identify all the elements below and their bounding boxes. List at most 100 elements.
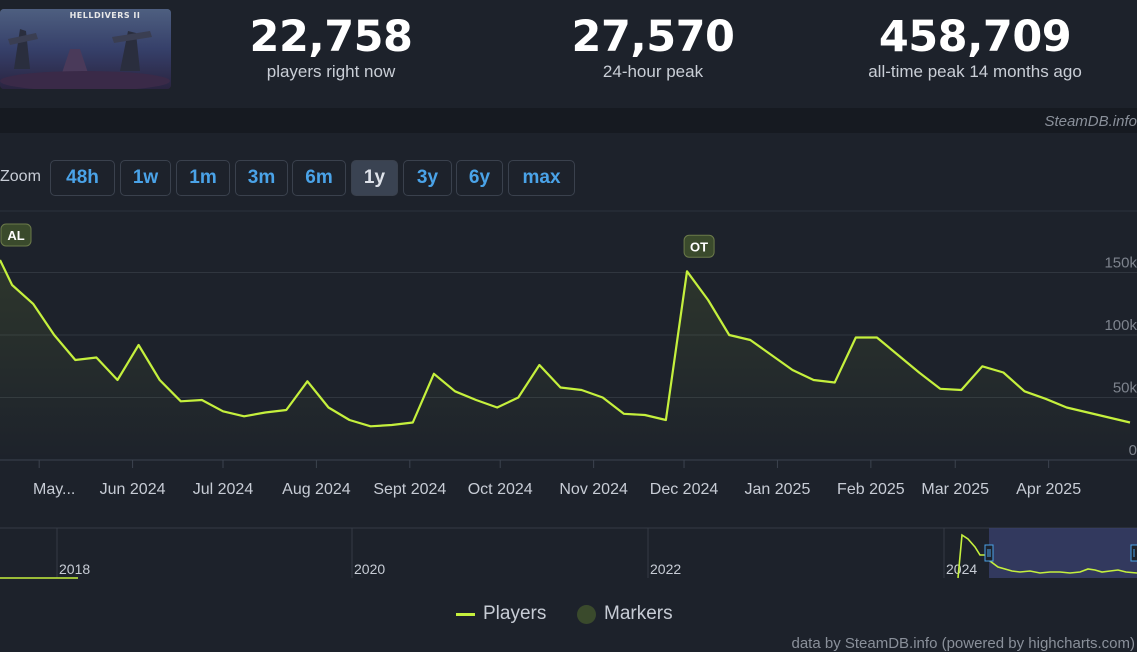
data-point[interactable]: [1022, 388, 1028, 394]
marker-al[interactable]: AL: [0, 223, 32, 247]
stat-alltime-peak: 458,709 all-time peak 14 months ago: [825, 12, 1125, 82]
data-point[interactable]: [853, 335, 859, 341]
marker-ot[interactable]: OT: [683, 234, 715, 258]
data-point[interactable]: [1043, 396, 1049, 402]
zoom-1w-button[interactable]: 1w: [120, 160, 171, 196]
game-thumbnail[interactable]: HELLDIVERS II: [0, 9, 171, 89]
data-point[interactable]: [304, 378, 310, 384]
data-point[interactable]: [916, 370, 922, 376]
data-point[interactable]: [832, 380, 838, 386]
data-point[interactable]: [811, 377, 817, 383]
legend-line-swatch: [456, 612, 475, 616]
data-point[interactable]: [515, 395, 521, 401]
data-point[interactable]: [389, 422, 395, 428]
data-point[interactable]: [494, 405, 500, 411]
zoom-48h-button[interactable]: 48h: [50, 160, 115, 196]
legend-label-players: Players: [483, 603, 547, 624]
data-point[interactable]: [178, 398, 184, 404]
data-point[interactable]: [579, 387, 585, 393]
data-point[interactable]: [895, 352, 901, 358]
data-point[interactable]: [115, 377, 121, 383]
x-tick-label: Nov 2024: [559, 481, 628, 498]
marker-badge: [683, 234, 715, 258]
data-point[interactable]: [642, 412, 648, 418]
data-point[interactable]: [1064, 405, 1070, 411]
data-point[interactable]: [768, 352, 774, 358]
x-tick-label: Aug 2024: [282, 481, 351, 498]
legend-label-markers: Markers: [604, 603, 673, 624]
marker-label: AL: [7, 228, 24, 243]
navigator-right-handle[interactable]: [1130, 544, 1137, 562]
data-point[interactable]: [0, 257, 3, 263]
zoom-6m-button[interactable]: 6m: [292, 160, 346, 196]
data-point[interactable]: [30, 301, 36, 307]
data-point[interactable]: [157, 377, 163, 383]
x-tick-label: Apr 2025: [1016, 481, 1081, 498]
data-point[interactable]: [51, 332, 57, 338]
navigator-year-label: 2020: [354, 561, 385, 577]
alltime-peak-label: all-time peak 14 months ago: [868, 62, 1082, 81]
players-area: [0, 260, 1130, 460]
data-point[interactable]: [621, 411, 627, 417]
data-point[interactable]: [726, 332, 732, 338]
peak-24h-value: 27,570: [571, 12, 735, 62]
zoom-max-button[interactable]: max: [508, 160, 575, 196]
data-point[interactable]: [937, 386, 943, 392]
data-point[interactable]: [136, 342, 142, 348]
y-tick-label: 50k: [1113, 380, 1137, 397]
x-tick-label: Jun 2024: [100, 481, 166, 498]
x-tick-label: Jul 2024: [193, 481, 254, 498]
data-point[interactable]: [410, 420, 416, 426]
data-point[interactable]: [600, 395, 606, 401]
zoom-6y-button[interactable]: 6y: [456, 160, 503, 196]
navigator-selection[interactable]: [989, 528, 1137, 578]
data-point[interactable]: [283, 407, 289, 413]
data-point[interactable]: [241, 413, 247, 419]
data-point[interactable]: [747, 337, 753, 343]
navigator-left-handle[interactable]: [984, 544, 994, 562]
player-count-chart[interactable]: 0 50k 100k 150k May... Jun 2024 Jul 2024 Aug 2…: [0, 210, 1137, 505]
data-point[interactable]: [1127, 420, 1133, 426]
zoom-1m-button[interactable]: 1m: [176, 160, 230, 196]
data-point[interactable]: [790, 367, 796, 373]
x-tick-label: Oct 2024: [468, 481, 533, 498]
data-point[interactable]: [473, 397, 479, 403]
legend-item-markers[interactable]: Markers: [577, 603, 673, 625]
y-tick-label: 0: [1129, 442, 1137, 459]
chart-legend: Players Markers: [0, 600, 1137, 630]
navigator-series-line: [957, 533, 1137, 579]
zoom-3m-button[interactable]: 3m: [235, 160, 288, 196]
data-point[interactable]: [9, 282, 15, 288]
data-point[interactable]: [262, 410, 268, 416]
data-point[interactable]: [368, 423, 374, 429]
time-navigator[interactable]: 2018 2020 2022 2024: [0, 525, 1137, 585]
data-point[interactable]: [93, 355, 99, 361]
data-point[interactable]: [325, 405, 331, 411]
data-point[interactable]: [958, 387, 964, 393]
data-point[interactable]: [72, 357, 78, 363]
data-point[interactable]: [347, 417, 353, 423]
data-point[interactable]: [1106, 415, 1112, 421]
data-point[interactable]: [452, 388, 458, 394]
data-point[interactable]: [431, 371, 437, 377]
data-point[interactable]: [979, 363, 985, 369]
zoom-1y-button[interactable]: 1y: [351, 160, 398, 196]
x-tick-label: Jan 2025: [745, 481, 811, 498]
data-point[interactable]: [220, 408, 226, 414]
legend-item-players[interactable]: Players: [456, 603, 546, 625]
data-point[interactable]: [536, 362, 542, 368]
data-point[interactable]: [557, 385, 563, 391]
data-point[interactable]: [684, 268, 690, 274]
data-point[interactable]: [1085, 410, 1091, 416]
players-series-line[interactable]: [0, 259, 1131, 428]
y-tick-label: 150k: [1104, 255, 1137, 272]
game-logo-text: HELLDIVERS II: [69, 11, 141, 20]
data-point[interactable]: [663, 417, 669, 423]
zoom-3y-button[interactable]: 3y: [403, 160, 452, 196]
chart-credit[interactable]: data by SteamDB.info (powered by highcha…: [791, 635, 1136, 652]
data-point[interactable]: [705, 297, 711, 303]
data-point[interactable]: [1000, 370, 1006, 376]
current-players-label: players right now: [266, 62, 396, 81]
data-point[interactable]: [199, 397, 205, 403]
data-point[interactable]: [874, 335, 880, 341]
